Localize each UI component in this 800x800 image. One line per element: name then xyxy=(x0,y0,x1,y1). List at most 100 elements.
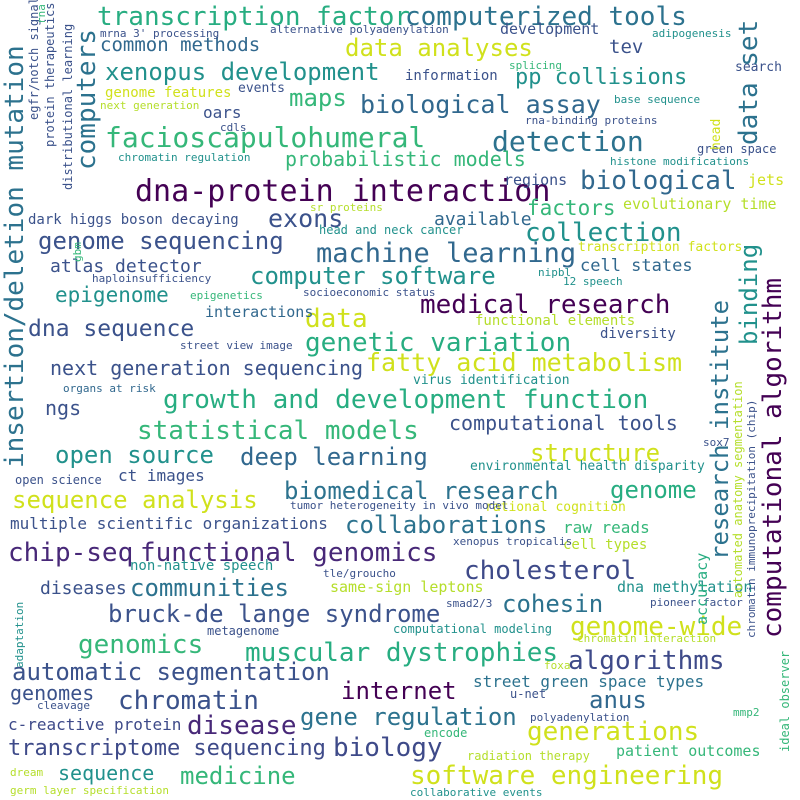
word-adaptation: adaptation xyxy=(13,601,26,668)
word-biomedical-research: biomedical research xyxy=(284,477,559,505)
word-rational-cognition: rational cognition xyxy=(485,500,626,515)
word-ct-images: ct images xyxy=(118,466,205,485)
word-histone-modifications: histone modifications xyxy=(610,155,750,168)
word-epigenetics: epigenetics xyxy=(190,289,263,302)
word-oars: oars xyxy=(203,103,242,122)
word-gbm: gbm xyxy=(71,242,84,262)
word-tle-groucho: tle/groucho xyxy=(323,567,396,580)
word-disease: disease xyxy=(187,711,297,741)
word-genome-features: genome features xyxy=(105,85,232,101)
word-transcriptome-sequencing: transcriptome sequencing xyxy=(8,736,326,761)
word-exons: exons xyxy=(268,204,344,233)
word-splicing: splicing xyxy=(509,59,562,72)
word-cell-types: cell types xyxy=(563,537,648,553)
word-research-institute: research institute xyxy=(706,299,734,560)
word-diversity: diversity xyxy=(600,326,676,342)
word-computerized-tools: computerized tools xyxy=(405,2,687,32)
word-next-generation: next generation xyxy=(100,99,200,112)
word-machine-learning: machine learning xyxy=(316,238,577,269)
word-search: search xyxy=(735,60,782,75)
word-chromatin: chromatin xyxy=(118,686,259,716)
word-tev: tev xyxy=(609,36,644,58)
word-chromatin-interaction: chromatin interaction xyxy=(577,632,717,645)
word-virus-identification: virus identification xyxy=(413,373,570,388)
word-rna: rna xyxy=(35,4,48,24)
word-algorithms: algorithms xyxy=(568,646,725,676)
word-xenopus-development: xenopus development xyxy=(105,58,380,86)
word-biological-assay: biological assay xyxy=(360,90,601,119)
word-head-and-neck-cancer: head and neck cancer xyxy=(319,223,464,237)
word-facioscapulohumeral: facioscapulohumeral xyxy=(105,121,426,154)
word-dna-sequence: dna sequence xyxy=(28,316,195,342)
word-foxa: foxa xyxy=(544,659,571,672)
word-alternative-polyadenylation: alternative polyadenylation xyxy=(270,23,449,36)
word-events: events xyxy=(238,81,285,96)
word-chromatin-regulation: chromatin regulation xyxy=(118,151,251,164)
word-raw-reads: raw reads xyxy=(563,518,650,537)
word-organs-at-risk: organs at risk xyxy=(63,382,156,395)
word-patient-outcomes: patient outcomes xyxy=(616,742,761,760)
word-non-native-speech: non-native speech xyxy=(130,558,274,574)
word-regions: regions xyxy=(504,171,568,189)
word-computers: computers xyxy=(72,29,102,170)
word-automated-anatomy-segmentation: automated anatomy segmentation xyxy=(731,381,745,598)
word-available: available xyxy=(434,209,532,230)
word-street-view-image: street view image xyxy=(180,339,293,352)
word-medical-research: medical research xyxy=(420,290,671,320)
word-street-green-space-types: street green space types xyxy=(473,672,705,691)
word-dream: dream xyxy=(10,766,44,779)
word-factors: factors xyxy=(527,196,616,220)
word-c-reactive-protein: c-reactive protein xyxy=(8,715,182,734)
word-genome-sequencing: genome sequencing xyxy=(38,227,284,255)
word-dna-protein-interaction: dna-protein interaction xyxy=(135,174,551,209)
word-nipbl: nipbl xyxy=(538,266,572,279)
word-dna-methylation: dna methylation xyxy=(617,578,753,596)
word-evolutionary-time: evolutionary time xyxy=(623,195,777,213)
word-maps: maps xyxy=(289,84,347,112)
word-detection: detection xyxy=(492,125,644,158)
word-germ-layer-specification: germ layer specification xyxy=(10,784,169,797)
word-collection: collection xyxy=(525,218,682,248)
word-transcription-factors: transcription factors xyxy=(578,240,743,255)
word-dark-higgs-boson-decaying: dark higgs boson decaying xyxy=(28,212,239,228)
word-head: head xyxy=(709,118,724,150)
word-statistical-models: statistical models xyxy=(137,416,419,446)
word-generations: generations xyxy=(527,717,700,747)
word-environmental-health-disparity: environmental health disparity xyxy=(470,459,705,474)
word-biology: biology xyxy=(333,733,443,763)
word-sox7: sox7 xyxy=(703,436,730,449)
word-muscular-dystrophies: muscular dystrophies xyxy=(245,638,559,668)
word-tumor-heterogeneity-in-vivo-model: tumor heterogeneity in vivo model xyxy=(290,499,509,512)
word-mmp2: mmp2 xyxy=(733,706,760,719)
word-software-engineering: software engineering xyxy=(410,761,724,791)
word-cohesin: cohesin xyxy=(502,590,604,618)
word-metagenome: metagenome xyxy=(207,624,280,638)
word-cleavage: cleavage xyxy=(37,699,90,712)
word-12-speech: 12 speech xyxy=(563,275,623,288)
word-deep-learning: deep learning xyxy=(240,443,428,471)
word-distributional-learning: distributional learning xyxy=(61,23,75,190)
word-cdls: cdls xyxy=(220,121,247,134)
word-sequence-analysis: sequence analysis xyxy=(12,486,258,514)
word-chip-seq: chip-seq xyxy=(8,538,134,568)
word-genomes: genomes xyxy=(10,681,95,705)
word-internet: internet xyxy=(341,677,457,705)
word-functional-elements: functional elements xyxy=(475,313,636,329)
word-sequence: sequence xyxy=(58,761,155,785)
word-collaborative-events: collaborative events xyxy=(410,786,543,799)
word-binding: binding xyxy=(735,243,763,345)
word-accuracy: accuracy xyxy=(693,552,711,625)
word-jets: jets xyxy=(748,171,785,189)
word-open-source: open source xyxy=(55,441,214,469)
word-interactions: interactions xyxy=(205,303,314,321)
word-data-analyses: data analyses xyxy=(345,34,533,62)
word-sr-proteins: sr proteins xyxy=(310,201,383,214)
word-common-methods: common methods xyxy=(100,34,261,56)
word-transcription-factor: transcription factor xyxy=(97,2,411,32)
word-automatic-segmentation: automatic segmentation xyxy=(12,658,330,686)
word-genomics: genomics xyxy=(78,630,204,660)
word-communities: communities xyxy=(130,574,289,602)
word-pioneer-factor: pioneer factor xyxy=(650,596,743,609)
word-u-net: u-net xyxy=(510,687,547,701)
